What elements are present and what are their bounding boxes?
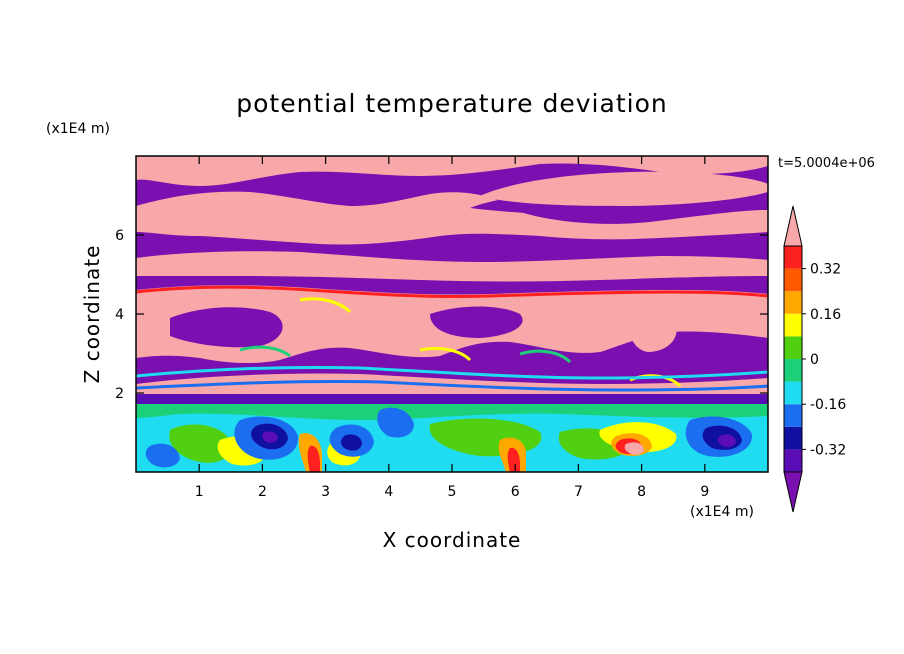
colorbar-segment xyxy=(784,404,802,427)
x-tick-label: 2 xyxy=(258,484,267,500)
lower-pink xyxy=(624,442,644,455)
colorbar-label: -0.16 xyxy=(810,397,846,413)
colorbar-segment xyxy=(784,246,802,269)
colorbar-label: 0.32 xyxy=(810,262,841,278)
colorbar-segment xyxy=(784,336,802,359)
colorbar-segment xyxy=(784,449,802,472)
x-tick-label: 3 xyxy=(321,484,330,500)
plot-area xyxy=(136,156,768,472)
y-tick-label: 2 xyxy=(115,386,124,402)
colorbar-segment xyxy=(784,426,802,450)
x-tick-label: 1 xyxy=(195,484,204,500)
pink-bump xyxy=(628,311,677,352)
x-tick-label: 7 xyxy=(574,484,583,500)
edge-blue xyxy=(136,379,768,392)
colorbar: 0.32 0.16 0 -0.16 -0.32 xyxy=(783,205,846,513)
y-tick-label: 4 xyxy=(115,307,124,323)
y-axis-units: (x1E4 m) xyxy=(46,121,110,137)
colorbar-segment xyxy=(784,268,802,292)
lower-green-a xyxy=(136,404,768,420)
edge-green xyxy=(239,345,572,364)
lower-orange xyxy=(298,433,652,472)
colorbar-extend-bottom xyxy=(783,471,803,513)
colorbar-segment xyxy=(784,313,802,337)
chart-title: potential temperature deviation xyxy=(236,89,667,118)
colorbar-segment xyxy=(784,381,802,405)
lower-darkblue xyxy=(251,423,742,451)
colorbar-segment xyxy=(784,359,802,382)
purple-strip xyxy=(136,394,768,404)
purple-blob-2 xyxy=(430,306,523,338)
pink-band-top xyxy=(136,156,768,186)
x-tick-label: 4 xyxy=(384,484,393,500)
x-tick-label: 5 xyxy=(448,484,457,500)
x-axis: 1 2 3 4 5 6 7 8 9 xyxy=(195,156,709,500)
x-tick-label: 9 xyxy=(700,484,709,500)
transition-edges xyxy=(136,285,768,392)
colorbar-extend-top xyxy=(783,205,803,247)
y-axis-label: Z coordinate xyxy=(80,245,104,384)
colorbar-label: 0.16 xyxy=(810,307,841,323)
x-axis-units: (x1E4 m) xyxy=(690,504,754,520)
x-tick-label: 8 xyxy=(637,484,646,500)
colorbar-label: 0 xyxy=(810,352,819,368)
pink-band-upper xyxy=(136,191,768,245)
purple-blob-1 xyxy=(170,307,283,348)
colorbar-label: -0.32 xyxy=(810,442,846,458)
x-axis-label: X coordinate xyxy=(383,528,522,552)
lower-yellow xyxy=(217,422,677,466)
pink-band-middle xyxy=(136,251,768,282)
lower-layer xyxy=(136,404,768,472)
pink-cloud-top xyxy=(480,171,768,206)
edge-cyan xyxy=(136,365,768,380)
x-tick-label: 6 xyxy=(511,484,520,500)
colorbar-segment xyxy=(784,291,802,314)
time-label: t=5.0004e+06 xyxy=(778,156,875,171)
edge-red xyxy=(136,285,768,299)
y-axis: 2 4 6 xyxy=(115,228,768,402)
y-tick-label: 6 xyxy=(115,228,124,244)
